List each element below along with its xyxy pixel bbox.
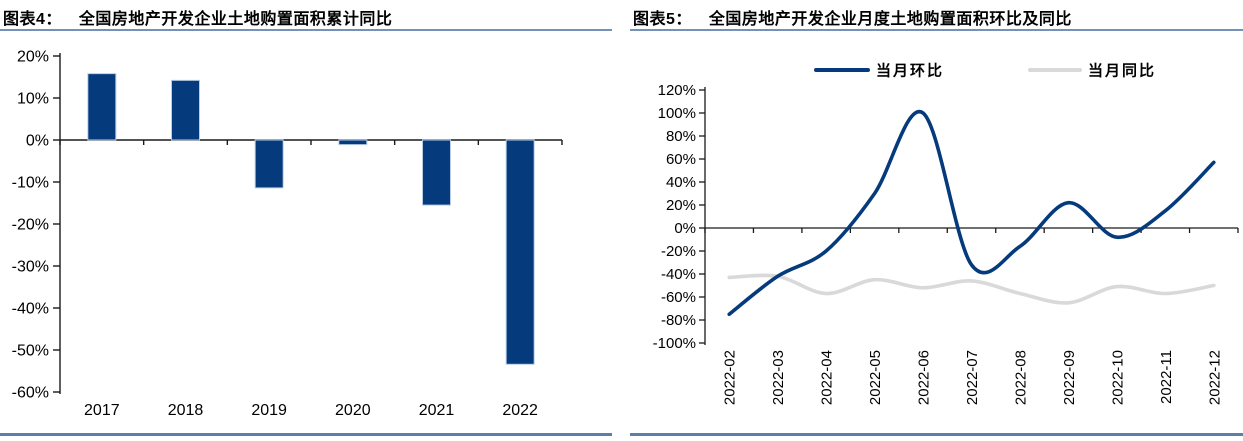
y-axis-tick-label: -80% (661, 312, 696, 329)
y-axis-tick-label: -20% (661, 243, 696, 260)
bar-2021 (422, 139, 451, 206)
x-axis-label: 2020 (335, 402, 371, 419)
x-axis-label: 2022-12 (1206, 350, 1223, 405)
figure4-bottom-rule (0, 433, 612, 436)
y-axis-tick-label: -100% (653, 335, 696, 352)
x-axis-label: 2022-07 (964, 350, 981, 405)
figure5-number-label: 图表5： (633, 11, 692, 28)
y-axis-tick-label: -40% (12, 301, 49, 318)
bar-chart-land-purchase-cumulative-yoy: 20% 10% 0% -10% -20% -30% -40% -50% -60% 2017 2018… (12, 49, 563, 419)
figure4-number-label: 图表4： (3, 11, 62, 28)
x-axis-label: 2021 (419, 402, 455, 419)
y-axis-tick-label: -30% (12, 259, 49, 276)
y-axis-tick-label: 100% (658, 105, 696, 122)
figure4-title-underline (0, 29, 612, 31)
bar-2018 (171, 79, 200, 141)
x-axis-label: 2022-06 (916, 350, 933, 405)
y-axis-tick-label: -20% (12, 217, 49, 234)
x-axis-label: 2022-10 (1109, 350, 1126, 405)
x-axis-label: 2017 (84, 402, 120, 419)
bar-2022 (505, 139, 535, 365)
y-axis-tick-label: 40% (666, 174, 696, 191)
figure5-bottom-rule (630, 433, 1243, 436)
figure5-title-underline (630, 29, 1243, 31)
x-axis-label: 2022-03 (770, 350, 787, 405)
x-axis-label: 2022-04 (819, 350, 836, 405)
x-axis-label: 2022-08 (1012, 350, 1029, 405)
legend-label-yoy: 当月同比 (1088, 62, 1156, 80)
y-axis-tick-label: 10% (17, 91, 49, 108)
x-axis-label: 2022-05 (867, 350, 884, 405)
x-axis-label: 2019 (251, 402, 287, 419)
y-axis-tick-label: 0% (26, 133, 49, 150)
y-axis-tick-label: 0% (674, 220, 696, 237)
series-line-mom (727, 109, 1216, 317)
y-axis-tick-label: 20% (17, 49, 49, 66)
y-axis-tick-label: 60% (666, 151, 696, 168)
bar-2020 (338, 139, 368, 146)
y-axis-tick-label: 120% (658, 82, 696, 99)
x-axis-label: 2022-11 (1158, 350, 1175, 404)
y-axis-tick-label: 80% (666, 128, 696, 145)
x-axis-label: 2022-02 (722, 350, 739, 405)
legend-label-mom: 当月环比 (876, 62, 944, 80)
y-axis-tick-label: 20% (666, 197, 696, 214)
bar-2019 (254, 139, 284, 189)
y-axis-tick-label: -50% (12, 343, 49, 360)
bar-2017 (87, 73, 117, 141)
x-axis-label: 2018 (168, 402, 204, 419)
figure4-caption: 全国房地产开发企业土地购置面积累计同比 (78, 11, 393, 28)
y-axis-tick-label: -60% (661, 289, 696, 306)
y-axis-tick-label: -60% (12, 385, 49, 402)
series-line-yoy (727, 273, 1216, 305)
x-axis-label: 2022-09 (1061, 350, 1078, 405)
x-axis-label: 2022 (502, 402, 538, 419)
figure5-title: 图表5： 全国房地产开发企业月度土地购置面积环比及同比 (633, 5, 1243, 29)
figure5-caption: 全国房地产开发企业月度土地购置面积环比及同比 (708, 11, 1072, 28)
figure5-panel: 图表5： 全国房地产开发企业月度土地购置面积环比及同比 当月环比 当月同比 120%… (630, 0, 1243, 441)
figure4-panel: 图表4： 全国房地产开发企业土地购置面积累计同比 20% 10% 0% -10% -20… (0, 0, 612, 441)
y-axis-tick-label: -40% (661, 266, 696, 283)
figure4-title: 图表4： 全国房地产开发企业土地购置面积累计同比 (3, 5, 612, 29)
y-axis-tick-label: -10% (12, 175, 49, 192)
line-chart-land-purchase-monthly-mom-yoy: 当月环比 当月同比 120% 100% 80% 60% 40% 20% 0% -20% -40% -6… (653, 62, 1239, 405)
